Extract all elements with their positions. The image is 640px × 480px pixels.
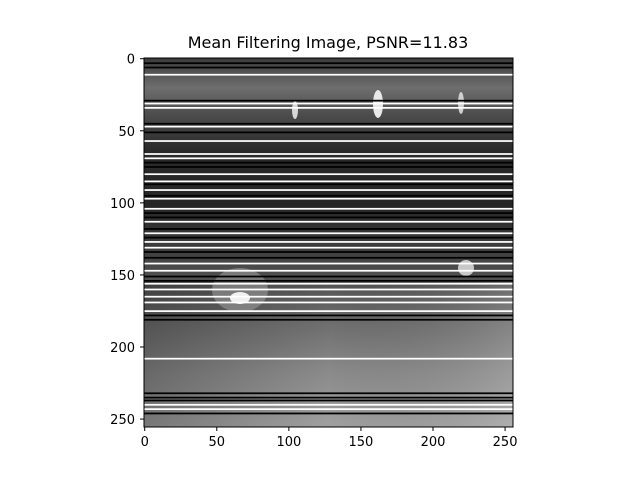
white-line-artifact [144,408,513,411]
white-line-artifact [144,102,513,105]
y-tick-label: 0 [127,53,135,68]
white-line-artifact [144,282,513,285]
x-tick-label: 0 [141,435,149,450]
white-line-artifact [144,73,513,76]
white-line-artifact [144,220,513,223]
x-tick-label: 50 [209,435,226,450]
white-line-artifact [144,140,513,142]
image-road-shading [144,280,513,427]
black-line-artifact [144,279,513,282]
y-tick-label: 150 [110,269,135,284]
black-line-artifact [144,131,513,134]
y-tick-label: 50 [118,125,135,140]
black-line-artifact [144,412,513,415]
light-blob [292,101,298,119]
white-line-artifact [144,295,513,298]
x-tick-label: 200 [421,435,446,450]
white-line-artifact [144,180,513,183]
black-line-artifact [144,256,513,259]
white-line-artifact [144,107,513,109]
y-tick-label: 200 [110,341,135,356]
white-line-artifact [144,157,513,160]
white-line-artifact [144,207,513,210]
white-line-artifact [144,153,513,155]
x-tick-label: 100 [276,435,301,450]
white-line-artifact [144,241,513,243]
black-line-artifact [144,122,513,125]
y-tick-label: 250 [110,413,135,428]
white-line-artifact [144,246,513,249]
light-blob [230,292,250,304]
black-line-artifact [144,251,513,253]
white-line-artifact [144,173,513,176]
white-line-artifact [144,197,513,200]
white-line-artifact [144,232,513,235]
black-line-artifact [144,216,513,219]
white-line-artifact [144,310,513,312]
black-line-artifact [144,228,513,230]
image-area [144,58,513,427]
black-line-artifact [144,318,513,321]
black-line-artifact [144,62,513,65]
black-line-artifact [144,399,513,402]
image-frame [143,57,514,428]
black-line-artifact [144,66,513,69]
black-line-artifact [144,236,513,239]
black-line-artifact [144,161,513,164]
black-line-artifact [144,396,513,399]
white-line-artifact [144,262,513,265]
figure-title: Mean Filtering Image, PSNR=11.83 [188,33,469,52]
x-tick-label: 250 [493,435,518,450]
line-artifacts [144,62,513,415]
white-line-artifact [144,269,513,272]
black-line-artifact [144,212,513,214]
white-line-artifact [144,189,513,191]
x-tick-label: 150 [349,435,374,450]
light-blob [458,260,474,276]
black-line-artifact [144,194,513,197]
black-line-artifact [144,314,513,317]
black-line-artifact [144,275,513,278]
white-line-artifact [144,357,513,360]
white-line-artifact [144,288,513,291]
white-line-artifact [144,403,513,406]
black-line-artifact [144,183,513,186]
black-line-artifact [144,166,513,168]
black-line-artifact [144,392,513,395]
x-axis: 0 50 100 150 200 250 [141,427,518,450]
y-tick-label: 100 [110,197,135,212]
white-line-artifact [144,125,513,128]
white-line-artifact [144,301,513,304]
black-line-artifact [144,99,513,102]
y-axis: 0 50 100 150 200 250 [110,53,144,428]
